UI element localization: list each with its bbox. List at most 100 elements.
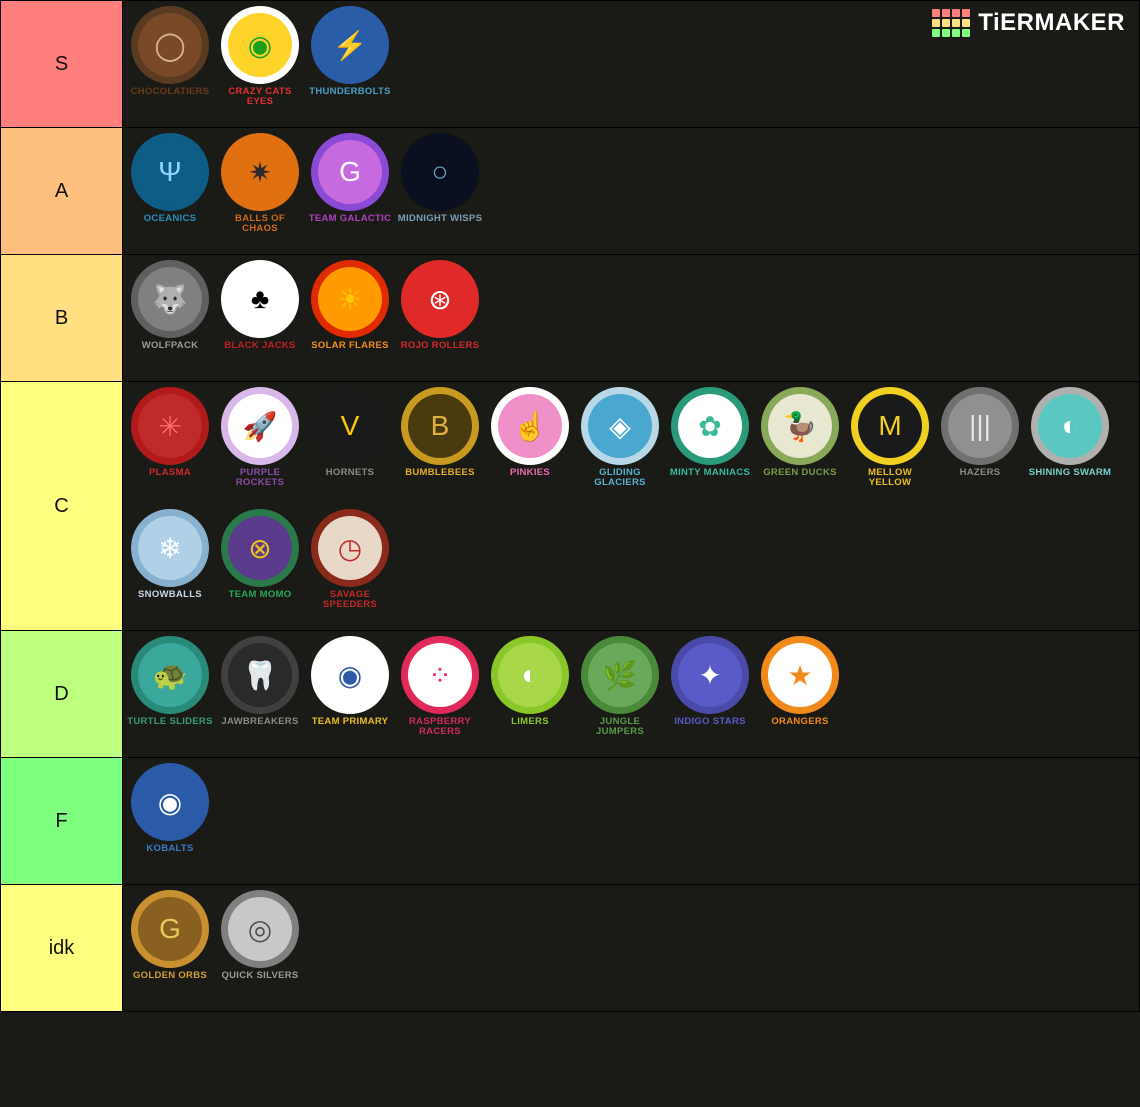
team-badge-inner: ★ — [768, 643, 832, 707]
team-badge-inner: 🐺 — [138, 267, 202, 331]
team-name: Chocolatiers — [131, 87, 210, 97]
team-badge-inner: V — [318, 394, 382, 458]
tier-item[interactable]: ✳PLASMA — [126, 385, 214, 505]
team-badge-inner: ♣ — [228, 267, 292, 331]
tier-item[interactable]: 🚀PURPLE ROCKETS — [216, 385, 304, 505]
tier-item[interactable]: 🐺 WOLFPACK — [126, 258, 214, 378]
tier-item[interactable]: ◐SHINING SWARM — [1026, 385, 1114, 505]
team-name: HORNETS — [326, 468, 375, 478]
tier-item[interactable]: ⊗ TEAM MOMO — [216, 507, 304, 627]
team-badge-icon: ◐ — [491, 636, 569, 714]
tier-row: F◉KOBALTS — [1, 758, 1139, 885]
tier-label[interactable]: F — [1, 758, 123, 884]
tier-items[interactable]: 🐺 WOLFPACK ♣ BLACK JACKS ☀ SOLAR FLARES ⊛ROJO … — [123, 255, 1139, 381]
tier-item[interactable]: ◉KOBALTS — [126, 761, 214, 881]
tier-items[interactable]: 🐢TURTLE SLIDERS🦷JAWBREAKERS◉TEAM PRIMARY… — [123, 631, 1139, 757]
team-name: TEAM GALACTIC — [309, 214, 392, 224]
team-badge-icon: 🐢 — [131, 636, 209, 714]
tier-item[interactable]: MMELLOW YELLOW — [846, 385, 934, 505]
team-name: HAZERS — [960, 468, 1001, 478]
team-badge-icon: ⊗ — [221, 509, 299, 587]
team-badge-inner: ☀ — [318, 267, 382, 331]
tier-item[interactable]: ◷SAVAGE SPEEDERS — [306, 507, 394, 627]
tier-item[interactable]: ✦ INDIGO STARS — [666, 634, 754, 754]
tier-item[interactable]: ΨOCEANICS — [126, 131, 214, 251]
tier-items[interactable]: GGOLDEN ORBS◎ QUICK SILVERS — [123, 885, 1139, 1011]
tier-label[interactable]: C — [1, 382, 123, 630]
team-badge-inner: ||| — [948, 394, 1012, 458]
team-name: THUNDERBOLTS — [309, 87, 391, 97]
tier-item[interactable]: ◐LIMERS — [486, 634, 574, 754]
team-badge-inner: ⁘ — [408, 643, 472, 707]
team-badge-icon: ★ — [761, 636, 839, 714]
tier-label[interactable]: B — [1, 255, 123, 381]
team-badge-icon: ⚡ — [311, 6, 389, 84]
tier-label[interactable]: D — [1, 631, 123, 757]
tier-label[interactable]: A — [1, 128, 123, 254]
tier-item[interactable]: ☀ SOLAR FLARES — [306, 258, 394, 378]
tier-item[interactable]: GTEAM GALACTIC — [306, 131, 394, 251]
team-name: WOLFPACK — [142, 341, 199, 351]
team-badge-inner: ◯ — [138, 13, 202, 77]
tier-item[interactable]: ◈GLIDING GLACIERS — [576, 385, 664, 505]
team-name: QUICK SILVERS — [221, 971, 298, 981]
tier-label[interactable]: idk — [1, 885, 123, 1011]
team-badge-inner: ⊛ — [408, 267, 472, 331]
team-name: SOLAR FLARES — [311, 341, 389, 351]
team-name: INDIGO STARS — [674, 717, 746, 727]
team-badge-icon: 🦆 — [761, 387, 839, 465]
team-name: Bumblebees — [405, 468, 475, 478]
tier-label[interactable]: S — [1, 1, 123, 127]
team-badge-inner: 🚀 — [228, 394, 292, 458]
team-name: JAWBREAKERS — [221, 717, 298, 727]
team-badge-icon: ⊛ — [401, 260, 479, 338]
tier-items[interactable]: ✳PLASMA🚀PURPLE ROCKETSV HORNETS B Bumblebee… — [123, 382, 1139, 630]
team-badge-inner: ◎ — [228, 897, 292, 961]
tier-item[interactable]: ◯ Chocolatiers — [126, 4, 214, 124]
team-name: GREEN DUCKS — [763, 468, 837, 478]
team-badge-inner: ◉ — [228, 13, 292, 77]
tier-item[interactable]: ✷BALLS OF CHAOS — [216, 131, 304, 251]
team-name: TEAM MOMO — [229, 590, 292, 600]
tiermaker-watermark: TiERMAKER — [932, 9, 1125, 37]
team-name: BLACK JACKS — [224, 341, 295, 351]
tier-item[interactable]: ◎ QUICK SILVERS — [216, 888, 304, 1008]
tier-item[interactable]: ⁘RASPBERRY RACERS — [396, 634, 484, 754]
tier-item[interactable]: 🌿Jungle Jumpers — [576, 634, 664, 754]
team-badge-icon: B — [401, 387, 479, 465]
tier-item[interactable]: ✿MINTY MANIACS — [666, 385, 754, 505]
tier-item[interactable]: 🦷JAWBREAKERS — [216, 634, 304, 754]
tier-item[interactable]: 🐢TURTLE SLIDERS — [126, 634, 214, 754]
team-name: OCEANICS — [144, 214, 197, 224]
team-badge-icon: ✿ — [671, 387, 749, 465]
team-badge-inner: ◐ — [1038, 394, 1102, 458]
team-badge-inner: ✳ — [138, 394, 202, 458]
tier-item[interactable]: ❄SNOWBALLS — [126, 507, 214, 627]
tier-item[interactable]: ◉TEAM PRIMARY — [306, 634, 394, 754]
tier-items[interactable]: ΨOCEANICS✷BALLS OF CHAOSGTEAM GALACTIC○M… — [123, 128, 1139, 254]
tier-item[interactable]: ◉ CRAZY CATS EYES — [216, 4, 304, 124]
team-badge-inner: ◉ — [138, 770, 202, 834]
tier-item[interactable]: V HORNETS — [306, 385, 394, 505]
tier-item[interactable]: ♣ BLACK JACKS — [216, 258, 304, 378]
team-badge-icon: ✷ — [221, 133, 299, 211]
team-name: Orangers — [771, 717, 828, 727]
tier-item[interactable]: ★ Orangers — [756, 634, 844, 754]
team-badge-inner: ○ — [408, 140, 472, 204]
team-badge-inner: ◐ — [498, 643, 562, 707]
team-badge-icon: ☀ — [311, 260, 389, 338]
tier-item[interactable]: ⚡ THUNDERBOLTS — [306, 4, 394, 124]
team-badge-inner: B — [408, 394, 472, 458]
tier-item[interactable]: ⊛ROJO ROLLERS — [396, 258, 484, 378]
team-badge-icon: ✦ — [671, 636, 749, 714]
tier-item[interactable]: 🦆 GREEN DUCKS — [756, 385, 844, 505]
tier-item[interactable]: B Bumblebees — [396, 385, 484, 505]
team-name: SNOWBALLS — [138, 590, 202, 600]
tier-item[interactable]: GGOLDEN ORBS — [126, 888, 214, 1008]
team-name: CRAZY CATS EYES — [216, 87, 304, 107]
tier-item[interactable]: ○MIDNIGHT WISPS — [396, 131, 484, 251]
tier-item[interactable]: ||| HAZERS — [936, 385, 1024, 505]
team-name: GOLDEN ORBS — [133, 971, 207, 981]
tier-item[interactable]: ☝PINKIES — [486, 385, 574, 505]
tier-items[interactable]: ◉KOBALTS — [123, 758, 1139, 884]
